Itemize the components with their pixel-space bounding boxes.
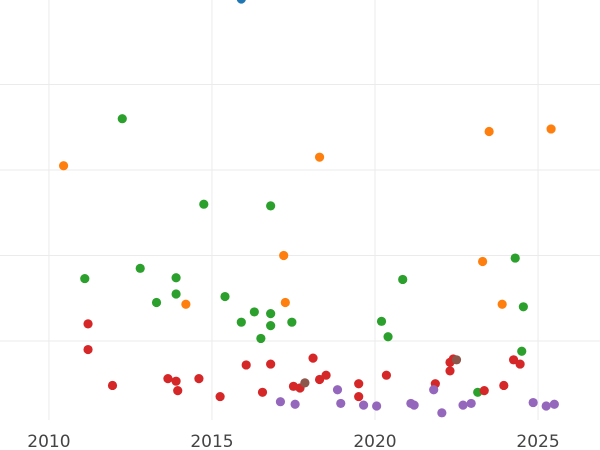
data-point — [354, 391, 364, 402]
data-point — [376, 316, 387, 326]
data-point — [171, 273, 181, 283]
data-point — [528, 397, 538, 408]
data-point — [215, 391, 225, 402]
x-tick-label: 2020 — [353, 432, 396, 450]
data-point — [257, 387, 268, 397]
data-point — [515, 359, 525, 369]
points-layer — [58, 0, 559, 418]
data-point — [336, 398, 346, 409]
data-point — [458, 400, 468, 410]
data-point — [518, 302, 528, 312]
data-point — [451, 355, 462, 365]
data-point — [497, 299, 507, 309]
data-point — [517, 346, 527, 356]
data-point — [308, 353, 318, 363]
data-point — [266, 309, 276, 319]
data-point — [80, 273, 90, 284]
data-point — [321, 370, 331, 380]
data-point — [171, 289, 181, 299]
data-point — [354, 379, 364, 389]
data-point — [429, 385, 439, 395]
data-point — [275, 397, 286, 407]
data-point — [381, 370, 392, 380]
data-point — [151, 297, 162, 308]
data-point — [314, 152, 325, 162]
data-point — [314, 374, 325, 385]
data-point — [266, 359, 276, 369]
data-point — [117, 114, 127, 124]
data-point — [510, 253, 520, 263]
data-point — [199, 199, 209, 209]
data-point — [279, 250, 289, 261]
data-point — [163, 374, 173, 384]
data-point — [83, 344, 93, 355]
data-point — [546, 124, 556, 134]
data-point — [300, 378, 310, 388]
data-point — [479, 385, 489, 396]
x-tick-label: 2015 — [190, 432, 233, 450]
data-point — [499, 380, 509, 391]
data-point — [266, 201, 276, 211]
data-point — [173, 385, 183, 396]
data-point — [290, 399, 300, 409]
data-point — [478, 256, 488, 267]
data-point — [256, 333, 266, 344]
data-point — [437, 408, 447, 418]
data-point — [287, 317, 297, 327]
data-point — [83, 319, 93, 329]
data-point — [241, 360, 251, 370]
data-point — [508, 355, 519, 365]
grid-layer — [0, 0, 600, 420]
data-point — [249, 307, 259, 317]
data-point — [383, 332, 393, 342]
data-point — [194, 374, 204, 384]
data-point — [181, 299, 191, 309]
data-point — [135, 263, 145, 273]
data-point — [236, 317, 246, 327]
x-tick-label: 2010 — [27, 432, 70, 450]
data-point — [280, 297, 290, 308]
data-point — [445, 366, 455, 376]
data-point — [358, 400, 369, 410]
data-point — [549, 399, 559, 409]
data-point — [171, 376, 181, 386]
x-axis-ticks: 2010 2015 2020 2025 — [27, 432, 559, 450]
data-point — [541, 401, 551, 411]
data-point — [484, 126, 494, 137]
data-point — [58, 161, 69, 171]
data-point — [236, 0, 246, 4]
data-point — [332, 385, 343, 395]
data-point — [466, 398, 476, 409]
data-point — [266, 321, 276, 331]
data-point — [409, 400, 419, 410]
data-point — [398, 274, 408, 285]
x-tick-label: 2025 — [516, 432, 559, 450]
data-point — [372, 401, 382, 411]
data-point — [107, 380, 118, 391]
data-point — [220, 291, 230, 302]
